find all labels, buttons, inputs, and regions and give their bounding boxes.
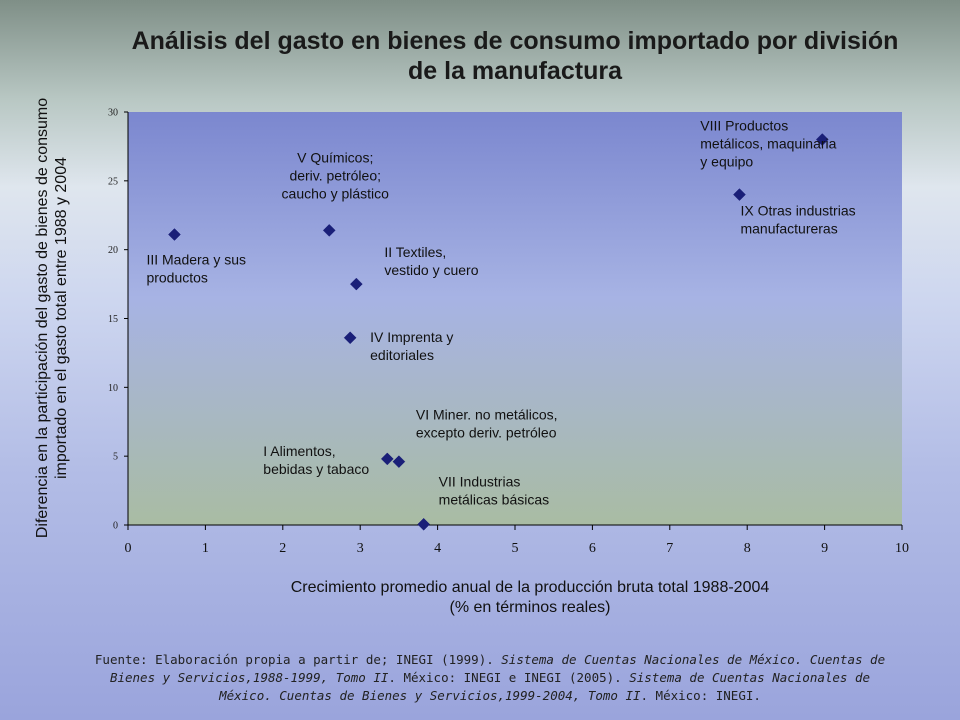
point-label: VI Miner. no metálicos, excepto deriv. pe… [416, 407, 558, 441]
y-tick-label: 30 [108, 108, 118, 119]
point-label: VII Industrias metálicas básicas [439, 473, 549, 507]
data-point [349, 277, 363, 291]
x-tick-label: 10 [895, 541, 909, 556]
y-tick-label: 20 [108, 245, 118, 256]
axes: 0 5 10 15 20 25 30 0 1 2 3 4 5 6 7 8 9 10 [108, 108, 909, 557]
point-label: III Madera y sus productos [146, 252, 246, 286]
x-tick-label: 5 [512, 541, 519, 556]
x-tick-label: 0 [125, 541, 132, 556]
y-tick-label: 5 [113, 452, 118, 463]
source-text-3: . México: INEGI. [640, 688, 761, 703]
source-text-1: Fuente: Elaboración propia a partir de; … [94, 652, 502, 667]
x-tick-label: 3 [357, 541, 364, 556]
plot-area [128, 112, 902, 525]
x-axis-label-line2: (% en términos reales) [449, 599, 611, 616]
x-tick-label: 2 [279, 541, 286, 556]
x-tick-label: 4 [434, 541, 441, 556]
x-tick-label: 7 [666, 541, 673, 556]
y-tick-label: 10 [108, 383, 118, 394]
y-tick-label: 15 [108, 314, 118, 325]
data-point [380, 452, 394, 466]
x-tick-label: 9 [821, 541, 828, 556]
source-text-2: . México: INEGI e INEGI (2005). [388, 670, 630, 685]
y-tick-label: 0 [113, 521, 118, 532]
chart-title: Análisis del gasto en bienes de consumo … [131, 27, 899, 85]
data-point [168, 228, 181, 241]
point-label: IX Otras industrias manufactureras [740, 203, 855, 237]
data-point [815, 133, 829, 146]
x-tick-label: 8 [744, 541, 751, 556]
data-point [343, 331, 357, 345]
x-tick-label: 6 [589, 541, 596, 556]
x-axis-label: Crecimiento promedio anual de la producc… [230, 578, 830, 618]
source-title-2: Sistema de Cuentas Nacionales de México.… [219, 670, 871, 703]
data-point [392, 455, 406, 469]
data-point [733, 188, 746, 201]
point-label: I Alimentos, bebidas y tabaco [263, 443, 369, 477]
data-point [322, 224, 336, 237]
y-tick-label: 25 [108, 176, 118, 187]
x-tick-label: 1 [202, 541, 209, 556]
point-label: V Químicos; deriv. petróleo; caucho y plás… [282, 149, 390, 201]
source-note: Fuente: Elaboración propia a partir de; … [80, 651, 900, 705]
data-points [168, 133, 829, 531]
source-title-1: Sistema de Cuentas Nacionales de México.… [109, 652, 886, 685]
point-label: IV Imprenta y editoriales [370, 329, 453, 363]
x-axis-label-line1: Crecimiento promedio anual de la producc… [290, 579, 770, 596]
point-label: VIII Productos metálicos, maquinaria y equ… [700, 118, 836, 170]
data-point [417, 517, 431, 531]
point-label: II Textiles, vestido y cuero [384, 244, 478, 278]
point-labels: I Alimentos, bebidas y tabaco II Textiles,… [146, 118, 855, 508]
